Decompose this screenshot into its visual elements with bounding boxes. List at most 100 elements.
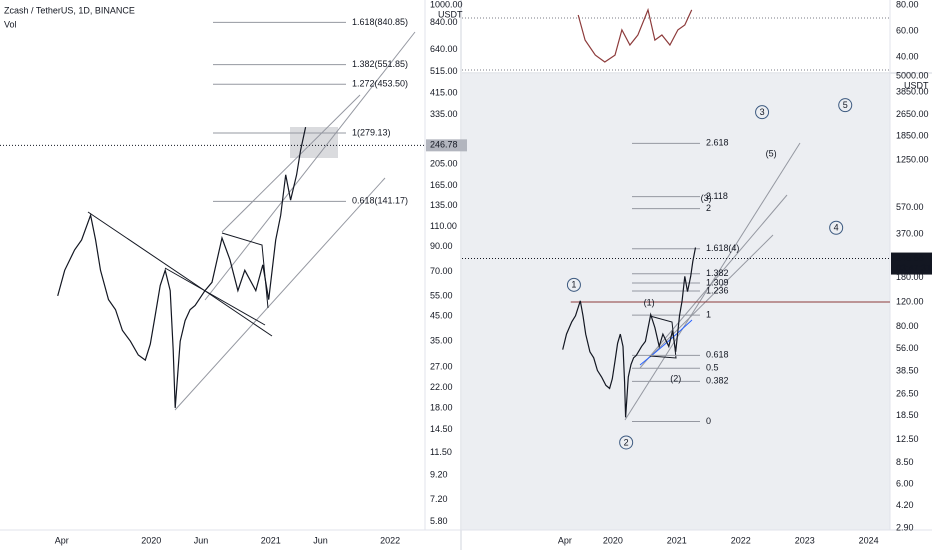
fib-label: 2.618 xyxy=(706,138,729,148)
fib-label: 1.618(840.85) xyxy=(352,17,408,27)
x-tick-label: 2024 xyxy=(859,535,879,545)
x-tick-label: Apr xyxy=(55,535,69,545)
volume-label: Vol xyxy=(4,19,17,29)
y-tick-label: 35.00 xyxy=(430,336,453,346)
axis-unit: USDT xyxy=(904,80,929,90)
y-tick-label: 205.00 xyxy=(430,158,458,168)
y-tick-label: 370.00 xyxy=(896,228,924,238)
y-tick-label: 180.00 xyxy=(896,272,924,282)
y-tick-label: 3850.00 xyxy=(896,86,929,96)
y-tick-label: 22.00 xyxy=(430,382,453,392)
fib-label: 0.618(141.17) xyxy=(352,196,408,206)
y-tick-label: 38.50 xyxy=(896,366,919,376)
wave-label: (5) xyxy=(766,149,777,159)
y-tick-label: 27.00 xyxy=(430,362,453,372)
last-price-box xyxy=(891,252,932,275)
y-tick-label: 45.00 xyxy=(430,310,453,320)
y-tick-label: 4.20 xyxy=(896,500,914,510)
x-tick-label: Apr xyxy=(558,535,572,545)
y-tick-label: 55.00 xyxy=(430,290,453,300)
wave-circle xyxy=(829,220,844,235)
axis-unit: USDT xyxy=(438,9,463,19)
last-price-box xyxy=(426,139,467,152)
x-tick-label: 2023 xyxy=(795,535,815,545)
fib-label: 1.618 xyxy=(706,243,729,253)
fib-label: 0.5 xyxy=(706,363,719,373)
y-tick-label: 2650.00 xyxy=(896,109,929,119)
fib-label: 1.272(453.50) xyxy=(352,79,408,89)
x-tick-label: 2021 xyxy=(261,535,281,545)
fib-label: 0 xyxy=(706,416,711,426)
y-tick-label: 90.00 xyxy=(430,241,453,251)
y-tick-label: 6.00 xyxy=(896,478,914,488)
y-tick-label: 9.20 xyxy=(430,470,448,480)
y-tick-label: 60.00 xyxy=(896,25,919,35)
y-tick-label: 14.50 xyxy=(430,424,453,434)
y-tick-label: 18.50 xyxy=(896,410,919,420)
y-tick-label: 335.00 xyxy=(430,109,458,119)
wave-label: 1 xyxy=(571,280,576,290)
fib-label: 1.309 xyxy=(706,277,729,287)
x-tick-label: 2022 xyxy=(380,535,400,545)
x-tick-label: 2022 xyxy=(731,535,751,545)
wave-label: (4) xyxy=(728,243,739,253)
y-tick-label: 12.50 xyxy=(896,434,919,444)
fib-label: 2.118 xyxy=(706,191,728,201)
y-tick-label: 26.50 xyxy=(896,388,919,398)
y-tick-label: 40.00 xyxy=(896,51,919,61)
y-tick-label: 415.00 xyxy=(430,88,458,98)
y-tick-label: 5000.00 xyxy=(896,70,929,80)
wave-circle xyxy=(838,98,853,113)
price-line xyxy=(562,247,697,418)
wave-label: (1) xyxy=(644,298,655,308)
y-tick-label: 80.00 xyxy=(896,0,919,9)
wave-label: 5 xyxy=(843,100,848,110)
x-tick-label: Jun xyxy=(313,535,328,545)
fib-label: 1.236 xyxy=(706,285,729,295)
countdown-label: 03:47:31 xyxy=(896,263,931,273)
y-tick-label: 1850.00 xyxy=(896,131,929,141)
wave-circle xyxy=(755,105,770,120)
fib-label: 1.382 xyxy=(706,268,729,278)
fib-label: 1(279.13) xyxy=(352,127,391,137)
fib-label: 0.618 xyxy=(706,350,729,360)
y-tick-label: 70.00 xyxy=(430,266,453,276)
x-tick-label: Jun xyxy=(194,535,209,545)
y-tick-label: 165.00 xyxy=(430,180,458,190)
y-tick-label: 5.80 xyxy=(430,516,448,526)
y-tick-label: 18.00 xyxy=(430,402,453,412)
x-tick-label: 2020 xyxy=(141,535,161,545)
channel-lines xyxy=(174,31,416,411)
y-tick-label: 515.00 xyxy=(430,66,458,76)
price-line xyxy=(577,7,693,63)
wave-label: (3) xyxy=(701,193,712,203)
last-price-label: 246.78 xyxy=(430,140,458,150)
highlight-box xyxy=(290,127,338,158)
y-tick-label: 570.00 xyxy=(896,202,924,212)
wave-circle xyxy=(619,435,634,450)
y-tick-label: 135.00 xyxy=(430,200,458,210)
fib-label: 2 xyxy=(706,203,711,213)
x-tick-label: 2021 xyxy=(667,535,687,545)
y-tick-label: 640.00 xyxy=(430,44,458,54)
y-tick-label: 80.00 xyxy=(896,321,919,331)
chart-title: Zcash / TetherUS, 1D, BINANCE xyxy=(4,5,135,15)
y-tick-label: 11.50 xyxy=(430,447,452,457)
y-tick-label: 8.50 xyxy=(896,457,914,467)
y-tick-label: 56.00 xyxy=(896,343,919,353)
y-tick-label: 1000.00 xyxy=(430,0,463,9)
wave-label: (2) xyxy=(670,374,681,384)
y-tick-label: 840.00 xyxy=(430,17,458,27)
wave-label: 2 xyxy=(624,437,629,447)
y-tick-label: 110.00 xyxy=(430,221,457,231)
wave-label: 3 xyxy=(760,107,765,117)
y-tick-label: 2.90 xyxy=(896,522,914,532)
trend-curve xyxy=(639,319,693,366)
fib-label: 1 xyxy=(706,310,711,320)
y-tick-label: 7.20 xyxy=(430,494,448,504)
y-tick-label: 1250.00 xyxy=(896,154,929,164)
x-tick-label: 2020 xyxy=(603,535,623,545)
wave-circle xyxy=(566,277,581,292)
last-price-label: 246.68 xyxy=(896,253,924,263)
